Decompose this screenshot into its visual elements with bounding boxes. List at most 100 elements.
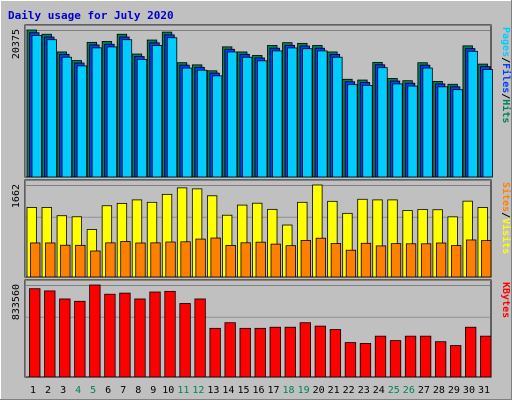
x-tick-day-31: 31 — [478, 385, 490, 396]
chart-title: Daily usage for July 2020 — [8, 9, 174, 22]
bar-pages-day-11 — [181, 67, 193, 178]
bar-sites-day-21 — [330, 243, 342, 278]
legend-item-separator-3: / — [500, 93, 511, 99]
ymax-label-visits: 1662 — [11, 184, 22, 208]
x-tick-day-13: 13 — [207, 385, 219, 396]
ymax-label-kbytes: 833560 — [11, 284, 22, 320]
x-tick-day-21: 21 — [328, 385, 340, 396]
bar-sites-day-20 — [315, 237, 327, 278]
bar-kbytes-day-30 — [465, 326, 477, 378]
bar-kbytes-day-17 — [269, 326, 281, 378]
x-tick-day-24: 24 — [373, 385, 385, 396]
ymax-label-requests: 20375 — [11, 29, 22, 59]
bar-kbytes-day-21 — [329, 329, 342, 378]
bar-pages-day-28 — [437, 86, 448, 178]
bar-pages-day-19 — [302, 48, 313, 178]
x-tick-day-30: 30 — [463, 385, 475, 396]
bar-pages-day-31 — [482, 69, 493, 178]
bar-pages-day-12 — [196, 69, 208, 178]
bar-pages-day-18 — [287, 47, 298, 178]
bar-pages-day-13 — [211, 75, 223, 178]
legend-kbytes: KBytes — [500, 282, 511, 318]
x-tick-day-8: 8 — [135, 385, 141, 396]
bar-kbytes-day-20 — [314, 325, 327, 378]
bar-pages-day-14 — [227, 51, 238, 178]
x-tick-day-12: 12 — [192, 385, 204, 396]
bar-kbytes-day-29 — [450, 345, 462, 378]
x-tick-day-29: 29 — [448, 385, 460, 396]
bar-sites-day-15 — [240, 242, 251, 278]
x-tick-day-6: 6 — [105, 385, 111, 396]
bar-pages-day-5 — [91, 47, 103, 178]
bar-pages-day-15 — [242, 56, 253, 178]
x-tick-day-16: 16 — [252, 385, 264, 396]
bar-sites-day-2 — [45, 242, 56, 278]
x-tick-day-10: 10 — [162, 385, 174, 396]
x-tick-day-11: 11 — [177, 385, 189, 396]
bar-pages-day-6 — [106, 46, 118, 178]
x-tick-day-15: 15 — [237, 385, 249, 396]
bar-sites-day-31 — [481, 240, 492, 278]
bar-sites-day-18 — [285, 245, 296, 278]
bar-pages-day-21 — [332, 56, 343, 178]
bar-pages-day-10 — [166, 37, 178, 178]
x-tick-day-1: 1 — [30, 385, 36, 396]
bar-pages-day-9 — [151, 45, 163, 178]
bar-sites-day-6 — [105, 242, 116, 278]
x-tick-day-26: 26 — [403, 385, 415, 396]
x-tick-day-14: 14 — [222, 385, 234, 396]
x-tick-day-5: 5 — [90, 385, 96, 396]
bar-sites-day-27 — [420, 243, 432, 278]
bar-pages-day-23 — [362, 84, 373, 178]
bar-kbytes-day-19 — [299, 322, 311, 378]
x-tick-day-9: 9 — [150, 385, 156, 396]
bar-sites-day-1 — [30, 242, 41, 278]
bar-sites-day-17 — [270, 243, 281, 278]
bar-pages-day-22 — [347, 84, 358, 178]
bar-pages-day-4 — [76, 65, 87, 178]
bar-sites-day-9 — [150, 242, 161, 278]
bar-sites-day-26 — [405, 243, 417, 278]
bar-pages-day-26 — [407, 85, 418, 178]
legend-item-hits: Hits — [500, 99, 512, 123]
bar-sites-day-30 — [466, 239, 477, 278]
bar-kbytes-day-14 — [224, 322, 236, 378]
bar-kbytes-day-7 — [119, 292, 131, 378]
bar-pages-day-20 — [317, 50, 328, 178]
bar-pages-day-2 — [46, 39, 57, 178]
bar-kbytes-day-28 — [434, 341, 447, 378]
bar-kbytes-day-6 — [104, 293, 116, 378]
bar-kbytes-day-23 — [359, 343, 372, 378]
bar-sites-day-14 — [225, 244, 236, 278]
bar-sites-day-10 — [165, 241, 176, 278]
bar-pages-day-30 — [467, 50, 478, 178]
bar-sites-day-28 — [435, 242, 447, 278]
bar-kbytes-day-11 — [179, 303, 191, 378]
legend-item-sites: Sites — [500, 182, 512, 212]
bar-pages-day-1 — [31, 35, 42, 178]
bar-pages-day-25 — [392, 83, 403, 178]
bar-sites-day-11 — [180, 241, 191, 278]
x-tick-day-3: 3 — [60, 385, 66, 396]
bar-pages-day-17 — [272, 50, 283, 178]
bar-kbytes-day-22 — [344, 342, 357, 378]
bar-kbytes-day-27 — [419, 335, 432, 378]
bar-pages-day-8 — [136, 59, 148, 178]
bar-kbytes-day-25 — [389, 340, 402, 378]
legend-item-visits: Visits — [500, 218, 512, 254]
bar-kbytes-day-3 — [59, 298, 71, 378]
bar-kbytes-day-13 — [209, 327, 221, 378]
bar-kbytes-day-5 — [89, 284, 101, 378]
x-tick-day-22: 22 — [343, 385, 355, 396]
bar-kbytes-day-8 — [134, 298, 146, 378]
bar-pages-day-24 — [377, 67, 388, 178]
x-tick-day-18: 18 — [283, 385, 295, 396]
bar-pages-day-27 — [422, 67, 433, 178]
legend-item-separator-1: / — [500, 212, 511, 218]
legend-item-pages: Pages — [500, 27, 511, 57]
bar-kbytes-day-16 — [254, 327, 266, 378]
x-tick-day-28: 28 — [433, 385, 445, 396]
x-tick-day-2: 2 — [45, 385, 51, 396]
